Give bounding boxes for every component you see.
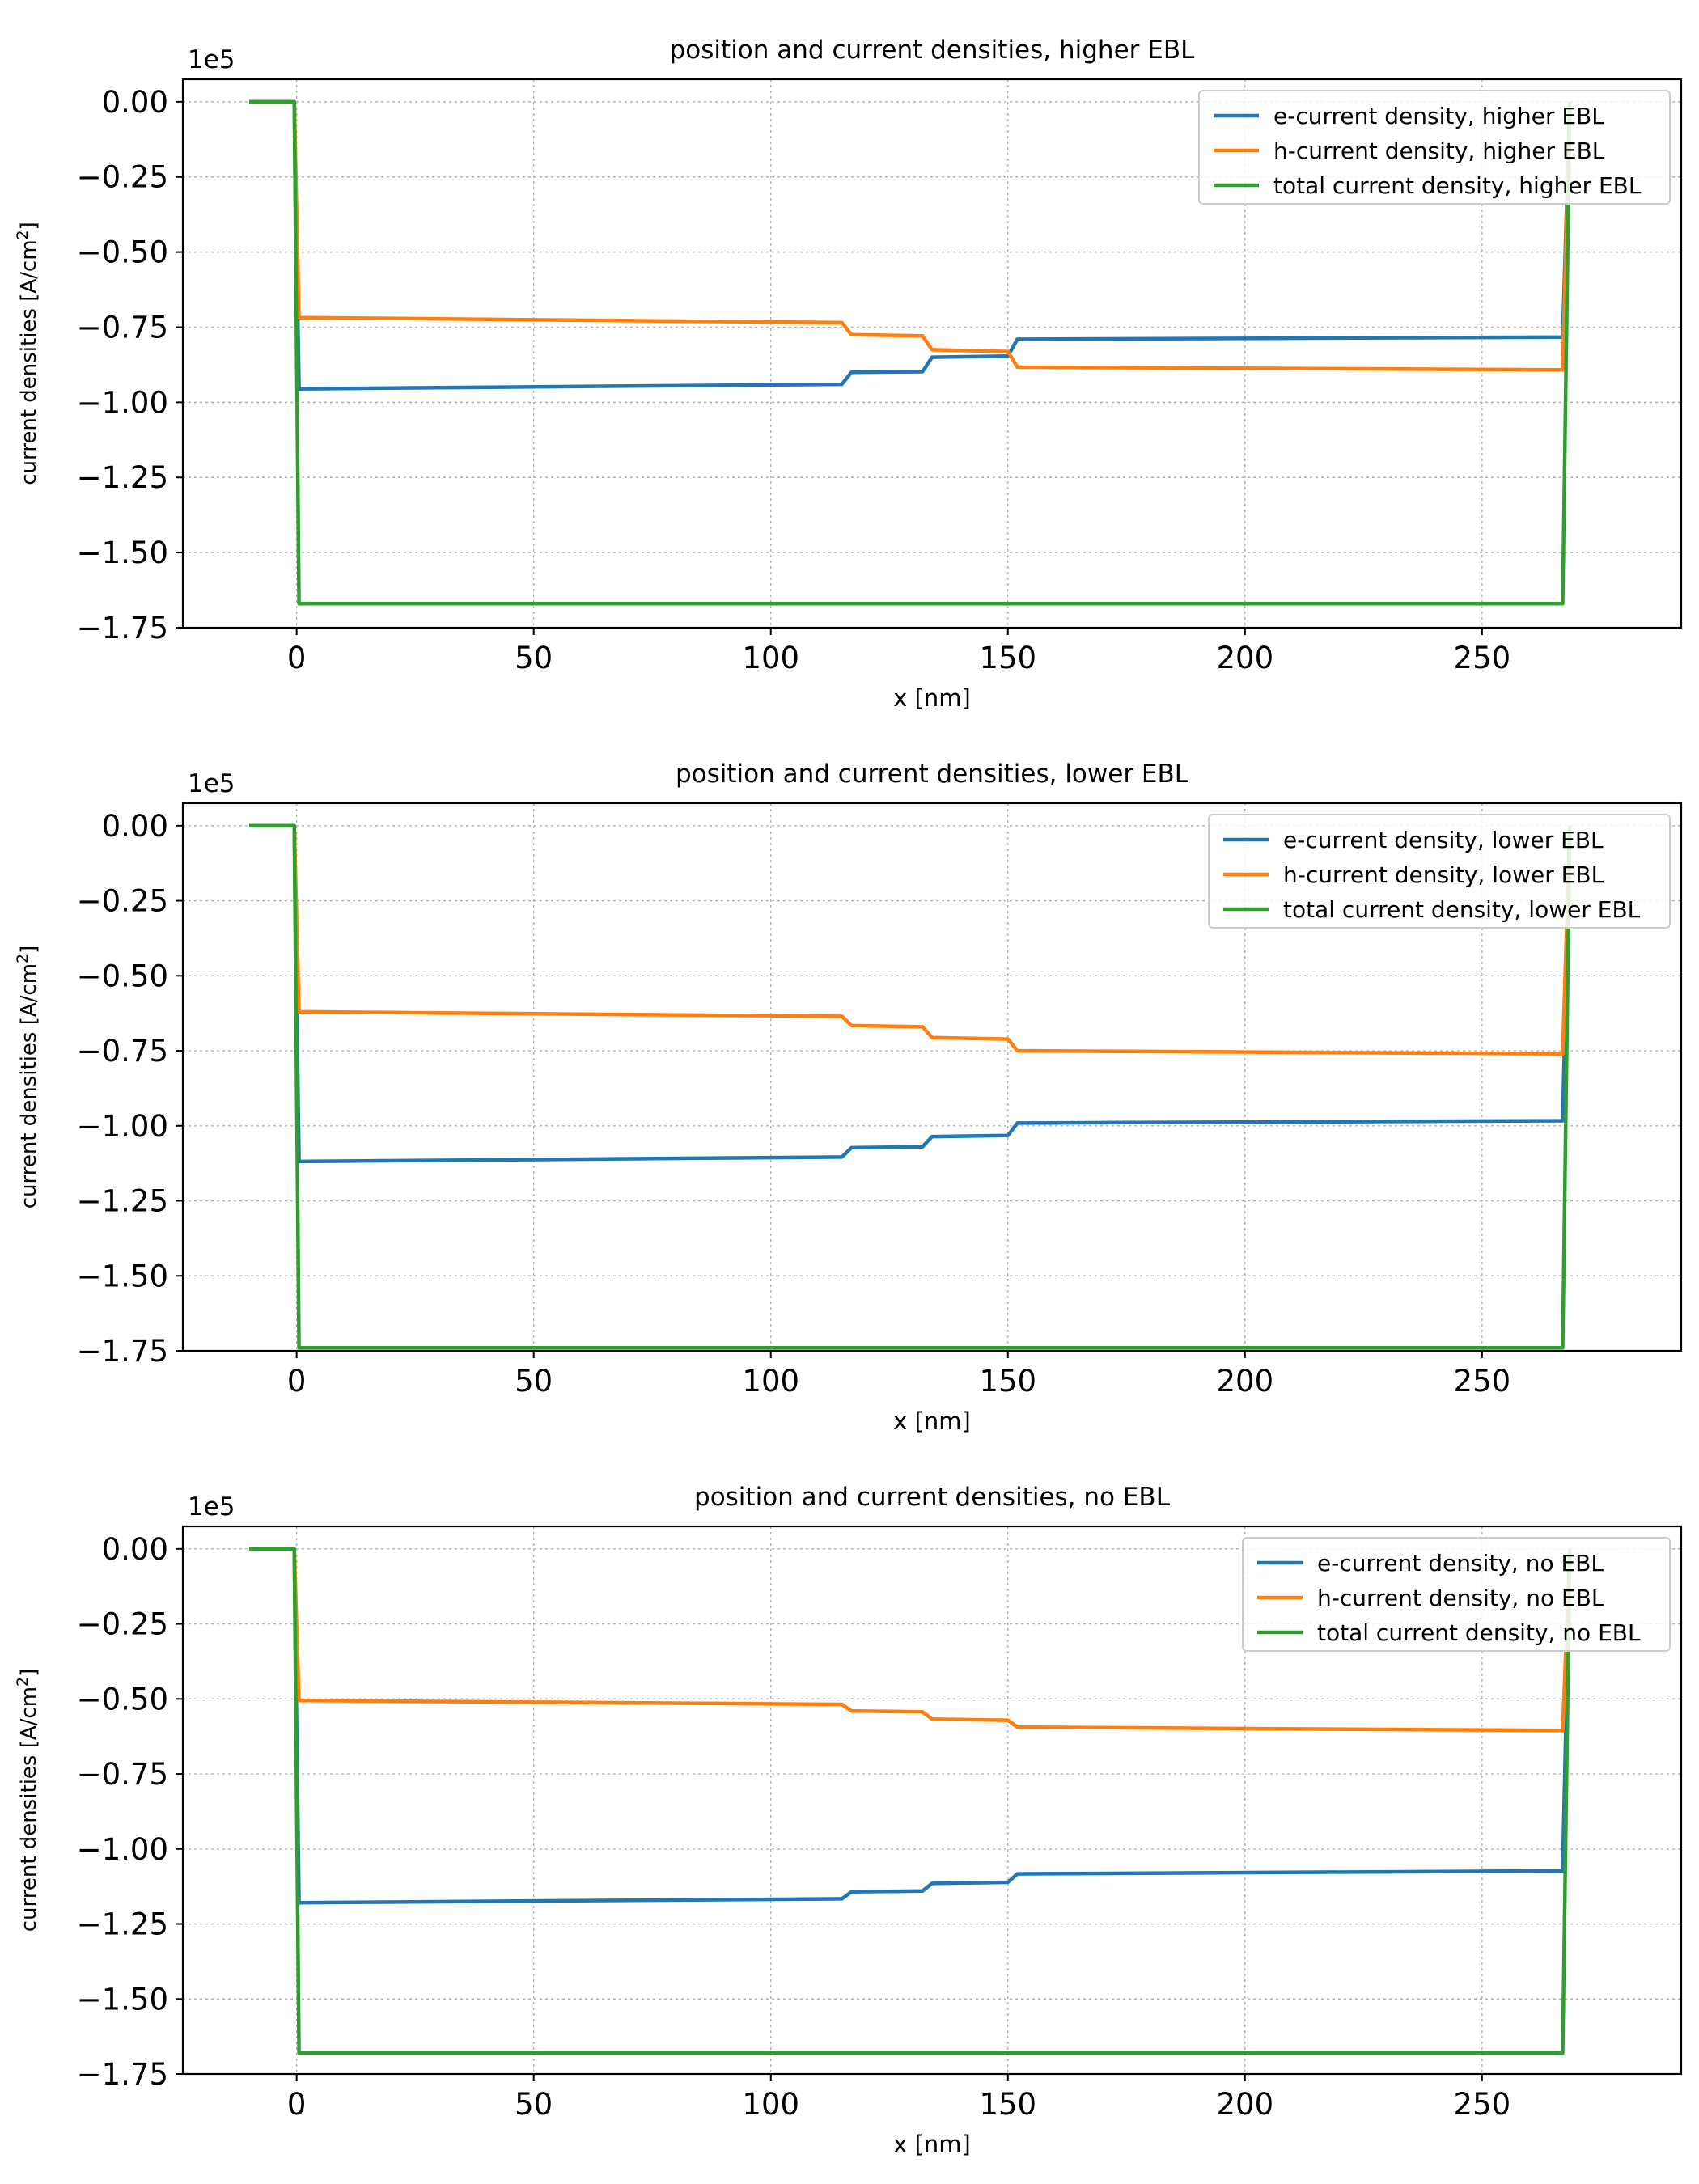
x-axis-label: x [nm]	[893, 2131, 971, 2158]
y-tick-label: −0.50	[77, 959, 168, 993]
legend-entry: e-current density, higher EBL	[1273, 103, 1604, 129]
x-tick-label: 150	[979, 641, 1036, 675]
y-tick-label: −1.25	[77, 1907, 168, 1942]
x-tick-label: 50	[515, 1364, 553, 1399]
y-axis-label-superscript: 2	[14, 1677, 32, 1687]
y-axis-label: current densities [A/cm2]	[14, 1669, 41, 1932]
series-line-total-current	[249, 1547, 1572, 2055]
y-axis-label-end: ]	[17, 946, 41, 954]
y-axis-label-end: ]	[17, 222, 41, 230]
y-axis-label-main: current densities [A/cm	[17, 963, 41, 1208]
x-tick-label: 250	[1454, 1364, 1511, 1399]
x-tick-label: 250	[1454, 2087, 1511, 2122]
x-tick-label: 100	[742, 1364, 799, 1399]
x-tick-label: 0	[287, 1364, 307, 1399]
x-axis-label: x [nm]	[893, 684, 971, 712]
y-axis-label: current densities [A/cm2]	[14, 946, 41, 1209]
legend-entry: h-current density, higher EBL	[1273, 138, 1605, 164]
x-tick-label: 0	[287, 2087, 307, 2122]
x-axis-label: x [nm]	[893, 1407, 971, 1435]
chart-panel-2: 0 50 100 150 200 250 0.00 −0.25 −0.50 −0.75 −1.00 −…	[14, 760, 1683, 1435]
y-axis-label-main: current densities [A/cm	[17, 1687, 41, 1932]
y-tick-label: −1.50	[77, 1982, 168, 2017]
plot-frame	[181, 1525, 1683, 2076]
x-tick-label: 100	[742, 2087, 799, 2122]
y-axis-label-superscript: 2	[14, 954, 32, 963]
x-tick-label: 200	[1216, 1364, 1273, 1399]
x-tick-label: 50	[515, 641, 553, 675]
x-tick-label: 150	[979, 1364, 1036, 1399]
y-tick-label: −1.50	[77, 535, 168, 570]
y-tick-label: −0.25	[77, 160, 168, 195]
chart-title: position and current densities, no EBL	[694, 1483, 1171, 1512]
y-tick-label: −1.25	[77, 1184, 168, 1219]
x-tick-label: 0	[287, 641, 307, 675]
y-tick-label: −1.75	[77, 611, 168, 645]
legend: e-current density, higher EBL h-current d…	[1198, 90, 1671, 205]
legend-entry: total current density, higher EBL	[1273, 172, 1642, 199]
y-tick-label: −0.50	[77, 1682, 168, 1716]
series-line-h-current	[249, 823, 1572, 1056]
chart-panel-1: 0 50 100 150 200 250 0.00 −0.25 −0.50 −0.75 −1.00 −…	[14, 36, 1683, 712]
y-axis-label-end: ]	[17, 1669, 41, 1677]
plot-frame	[181, 78, 1683, 629]
y-tick-label: −1.25	[77, 460, 168, 495]
legend-box	[1242, 1537, 1671, 1652]
y-tick-label: −1.50	[77, 1259, 168, 1293]
y-tick-label: 0.00	[102, 85, 168, 120]
y-tick-label: −0.25	[77, 884, 168, 919]
x-tick-label: 250	[1454, 641, 1511, 675]
legend-entry: total current density, no EBL	[1317, 1619, 1641, 1646]
y-tick-label: −1.00	[77, 1109, 168, 1144]
x-tick-label: 150	[979, 2087, 1036, 2122]
legend-box	[1208, 814, 1671, 929]
legend-entry: e-current density, no EBL	[1317, 1550, 1604, 1577]
plot-frame	[181, 802, 1683, 1352]
y-tick-label: −1.75	[77, 2057, 168, 2092]
series-line-total-current	[249, 99, 1572, 606]
y-tick-label: −0.75	[77, 310, 168, 345]
y-tick-label: −0.75	[77, 1034, 168, 1069]
chart-title: position and current densities, lower EB…	[676, 760, 1189, 789]
y-offset-label: 1e5	[188, 769, 235, 798]
x-tick-label: 200	[1216, 641, 1273, 675]
y-tick-label: −0.75	[77, 1757, 168, 1792]
y-offset-label: 1e5	[188, 45, 235, 74]
y-tick-label: 0.00	[102, 809, 168, 844]
x-tick-label: 200	[1216, 2087, 1273, 2122]
y-axis-label-superscript: 2	[14, 230, 32, 239]
y-axis-label-main: current densities [A/cm	[17, 239, 41, 485]
series-line-total-current	[249, 823, 1572, 1350]
y-offset-label: 1e5	[188, 1492, 235, 1522]
chart-title: position and current densities, higher E…	[670, 36, 1195, 65]
y-tick-label: −0.25	[77, 1607, 168, 1642]
series-line-h-current	[249, 1547, 1572, 1733]
y-tick-label: 0.00	[102, 1532, 168, 1567]
x-tick-label: 50	[515, 2087, 553, 2122]
y-tick-label: −1.00	[77, 1832, 168, 1867]
x-tick-label: 100	[742, 641, 799, 675]
y-tick-label: −1.00	[77, 385, 168, 420]
legend-entry: total current density, lower EBL	[1283, 896, 1641, 923]
legend-entry: e-current density, lower EBL	[1283, 827, 1604, 853]
legend-entry: h-current density, lower EBL	[1283, 861, 1604, 888]
y-tick-label: −1.75	[77, 1334, 168, 1369]
y-tick-label: −0.50	[77, 235, 168, 270]
y-axis-label: current densities [A/cm2]	[14, 222, 41, 485]
legend-box	[1198, 90, 1671, 205]
legend: e-current density, no EBL h-current densi…	[1242, 1537, 1671, 1652]
legend: e-current density, lower EBL h-current de…	[1208, 814, 1671, 929]
legend-entry: h-current density, no EBL	[1317, 1585, 1604, 1611]
chart-panel-3: 0 50 100 150 200 250 0.00 −0.25 −0.50 −0.75 −1.00 −…	[14, 1483, 1683, 2158]
